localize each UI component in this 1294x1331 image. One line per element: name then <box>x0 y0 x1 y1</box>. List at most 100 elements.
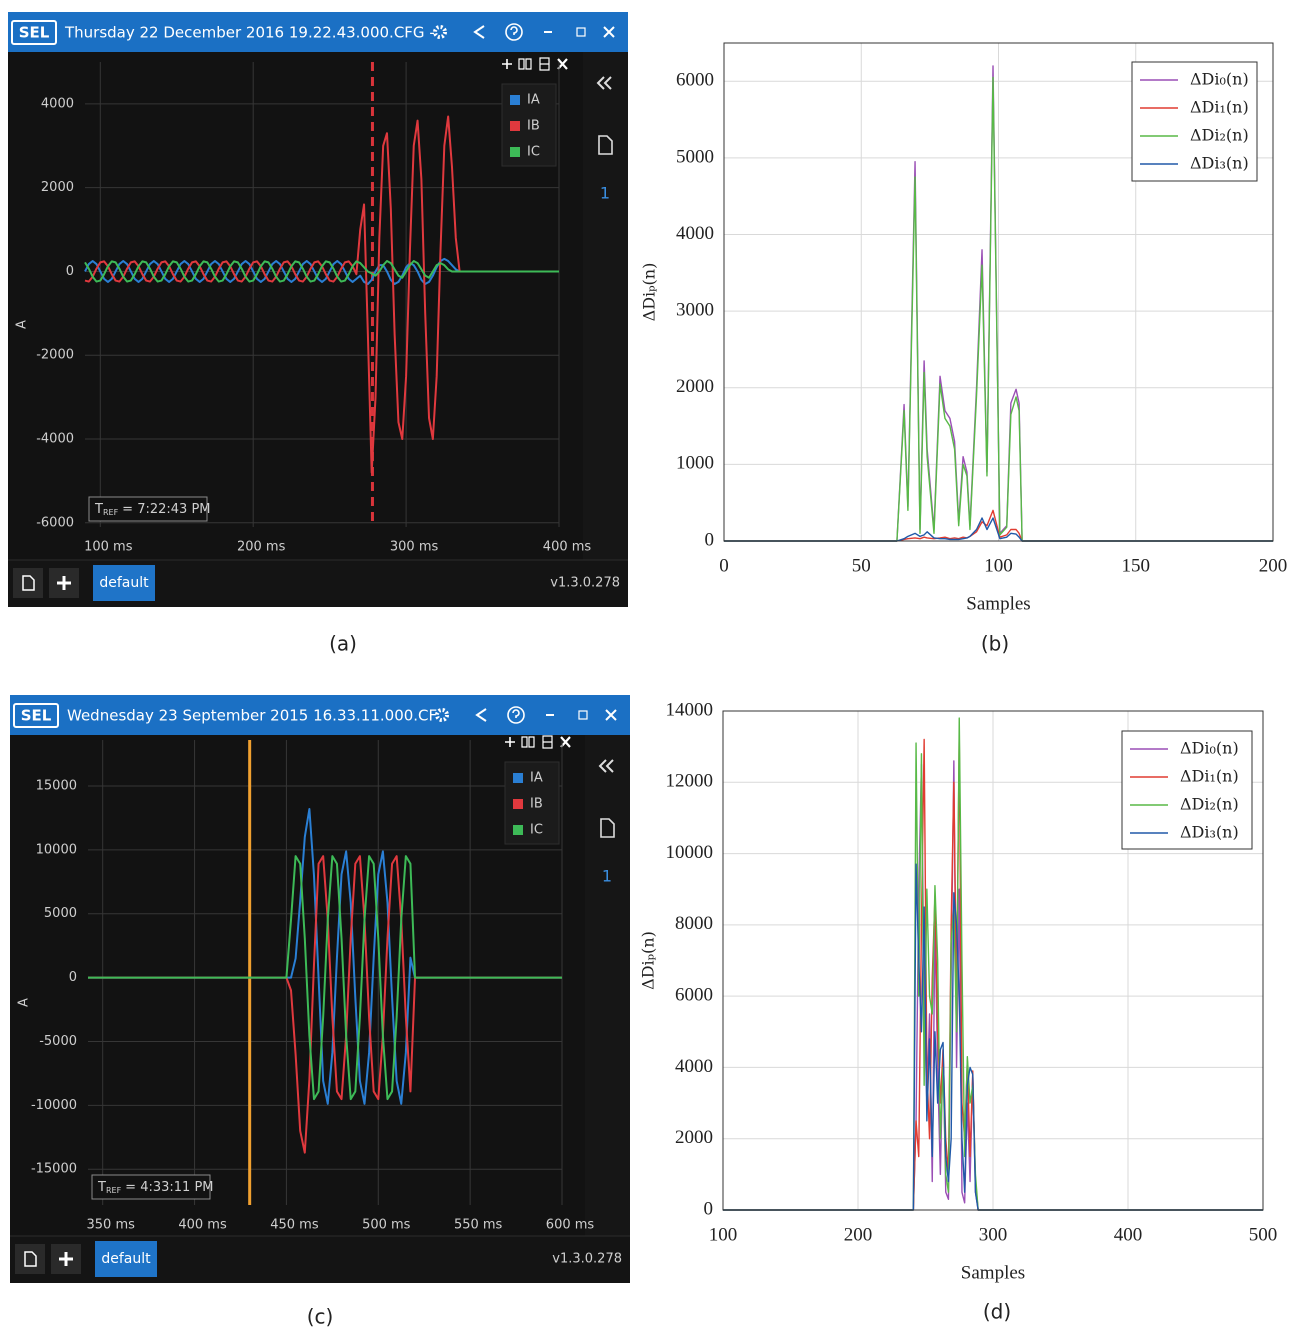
y-tick-label: 5000 <box>676 146 714 167</box>
y-tick-label: 6000 <box>676 70 714 91</box>
y-tick-label: 4000 <box>676 223 714 244</box>
legend-label: IA <box>530 771 543 786</box>
y-tick-label: 0 <box>705 529 715 550</box>
legend-label: IB <box>527 119 540 134</box>
panel: 100 200 300 400 500 0 2000 4000 6000 8000 10000 120… <box>639 699 1278 1323</box>
y-tick-label: -10000 <box>31 1098 77 1113</box>
y-tick-label: 1000 <box>676 453 714 474</box>
x-tick-label: 400 ms <box>543 540 592 555</box>
tref-symbol: T <box>94 502 103 517</box>
legend-swatch <box>513 773 523 783</box>
y-tick-label: 0 <box>704 1198 714 1219</box>
y-tick-label: 2000 <box>41 180 74 195</box>
legend-label: ΔDi₀(n) <box>1190 70 1249 89</box>
y-tick-label: 14000 <box>666 699 714 720</box>
x-tick-label: 150 <box>1122 555 1151 576</box>
legend-label: ΔDi₀(n) <box>1180 739 1239 758</box>
x-tick-label: 350 ms <box>87 1218 136 1233</box>
legend-swatch <box>510 95 520 105</box>
window-title: Thursday 22 December 2016 19.22.43.000.C… <box>64 24 435 42</box>
y-tick-label: 8000 <box>675 913 713 934</box>
version: v1.3.0.278 <box>552 1252 622 1267</box>
default-label: default <box>101 1251 151 1267</box>
y-tick-label: -6000 <box>36 515 74 530</box>
x-tick-label: 50 <box>852 555 871 576</box>
tref-value: = 4:33:11 PM <box>125 1180 213 1195</box>
tref-symbol: T <box>97 1180 106 1195</box>
legend-label: ΔDi₃(n) <box>1180 823 1239 842</box>
legend-label: ΔDi₂(n) <box>1180 795 1239 814</box>
legend-label: IC <box>527 145 540 160</box>
x-tick-label: 300 ms <box>390 540 439 555</box>
export-button[interactable] <box>15 1244 45 1274</box>
page-number: 1 <box>600 184 610 203</box>
x-tick-label: 200 <box>1259 555 1288 576</box>
legend-swatch <box>513 799 523 809</box>
y-tick-label: 0 <box>69 970 77 985</box>
x-tick-label: 100 ms <box>84 540 133 555</box>
sidebar <box>585 735 630 1236</box>
caption: (d) <box>983 1300 1011 1324</box>
x-axis-label: Samples <box>966 593 1030 614</box>
x-axis-label: Samples <box>961 1262 1025 1283</box>
version: v1.3.0.278 <box>550 576 620 591</box>
panel: SEL Thursday 22 December 2016 19.22.43.00… <box>8 12 628 656</box>
y-tick-label: -2000 <box>36 348 74 363</box>
x-tick-label: 400 ms <box>178 1218 227 1233</box>
x-tick-label: 200 <box>844 1224 873 1245</box>
y-axis-label: A <box>17 998 32 1007</box>
x-tick-label: 500 ms <box>362 1218 411 1233</box>
y-tick-label: 4000 <box>41 96 74 111</box>
y-tick-label: 3000 <box>676 300 714 321</box>
legend-swatch <box>513 825 523 835</box>
y-tick-label: 12000 <box>666 771 714 792</box>
x-tick-label: 550 ms <box>454 1218 503 1233</box>
panel: SELWednesday 23 September 2015 16.33.11.… <box>10 695 630 1329</box>
legend-swatch <box>510 147 520 157</box>
page-number: 1 <box>602 867 612 886</box>
y-tick-label: 2000 <box>676 376 714 397</box>
legend-label: IA <box>527 93 540 108</box>
y-axis-label: ΔDiₚ(n) <box>640 263 659 322</box>
y-tick-label: 0 <box>66 264 74 279</box>
x-tick-label: 600 ms <box>546 1218 595 1233</box>
y-tick-label: -5000 <box>39 1034 77 1049</box>
y-tick-label: 10000 <box>666 842 714 863</box>
x-tick-label: 100 <box>709 1224 738 1245</box>
x-tick-label: 200 ms <box>237 540 286 555</box>
legend-label: IB <box>530 797 543 812</box>
legend-label: ΔDi₁(n) <box>1190 98 1249 117</box>
tref-value: = 7:22:43 PM <box>122 502 210 517</box>
y-tick-label: 6000 <box>675 985 713 1006</box>
legend-label: IC <box>530 823 543 838</box>
x-tick-label: 450 ms <box>270 1218 319 1233</box>
x-tick-label: 100 <box>984 555 1013 576</box>
legend-label: ΔDi₃(n) <box>1190 154 1249 173</box>
y-tick-label: 4000 <box>675 1056 713 1077</box>
y-axis-label: A <box>15 320 30 329</box>
figure: SEL Thursday 22 December 2016 19.22.43.00… <box>0 0 1294 1331</box>
logo: SEL <box>19 24 50 42</box>
x-tick-label: 0 <box>719 555 729 576</box>
tref-subscript: REF <box>106 1186 122 1195</box>
tref-subscript: REF <box>103 508 119 517</box>
y-tick-label: -15000 <box>31 1162 77 1177</box>
y-axis-label: ΔDiₚ(n) <box>639 931 658 990</box>
y-tick-label: 2000 <box>675 1127 713 1148</box>
x-tick-label: 400 <box>1114 1224 1143 1245</box>
sidebar <box>583 52 628 560</box>
caption: (a) <box>329 632 357 656</box>
y-tick-label: -4000 <box>36 432 74 447</box>
legend-label: ΔDi₁(n) <box>1180 767 1239 786</box>
legend-swatch <box>510 121 520 131</box>
logo: SEL <box>21 707 52 725</box>
x-tick-label: 300 <box>979 1224 1008 1245</box>
caption: (c) <box>307 1305 334 1329</box>
y-tick-label: 10000 <box>36 842 77 857</box>
x-tick-label: 500 <box>1249 1224 1278 1245</box>
legend-label: ΔDi₂(n) <box>1190 126 1249 145</box>
y-tick-label: 5000 <box>44 906 77 921</box>
caption: (b) <box>981 632 1009 656</box>
export-button[interactable] <box>13 568 43 598</box>
